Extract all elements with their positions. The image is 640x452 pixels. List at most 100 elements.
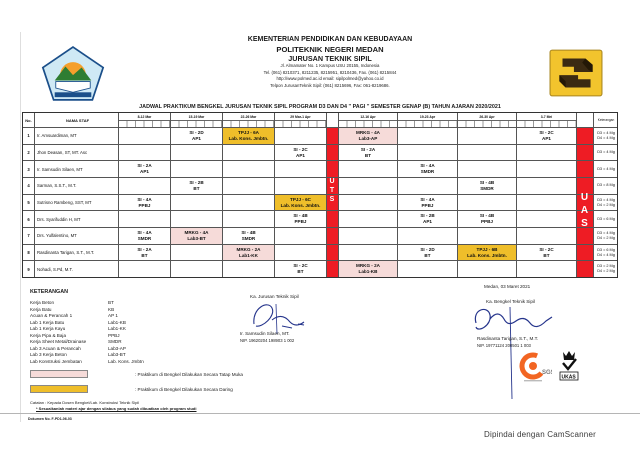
schedule-cell — [517, 261, 577, 278]
schedule-cell — [119, 178, 171, 194]
left-signer-nip: NIP. 19620204 198903 1 002 — [240, 338, 295, 343]
schedule-cell — [398, 178, 458, 194]
legend-code: Lab1-KK — [108, 326, 126, 332]
legend-list: Kerja Beton BT Kerja Batu KB Acuan & Peran… — [30, 300, 180, 365]
schedule-cell — [458, 161, 517, 178]
staff-name: Nohadi, S.Pd, M.T. — [35, 261, 119, 278]
schedule-cell — [458, 228, 517, 244]
staff-name: Sarman, S.S.T., M.T. — [35, 178, 119, 194]
legend-item: Lab Konstruksi Jembatan Lab. Kons. Jmbtn — [30, 359, 180, 366]
keterangan-cell: D3 = 6 Mg D4 = 4 Mg — [597, 247, 615, 257]
staff-name: Jhon Deasan, ST, MT. Asc — [35, 144, 119, 161]
schedule-cell — [223, 194, 275, 211]
header-week: 29 Mar-1 Apr — [275, 113, 327, 127]
schedule-cell-tatap-muka: MRKG - 4A Lab3-AP — [339, 128, 398, 144]
legend-label: Lab 3 Kerja Beton — [30, 352, 67, 358]
sgs-certification-logo: SGS — [519, 352, 552, 382]
schedule-cell — [339, 194, 398, 211]
polmed-logo-icon — [41, 46, 105, 101]
keterangan-cell: D3 = 4 Mg D4 = 4 Mg — [597, 131, 615, 140]
day-ticks — [223, 120, 274, 127]
schedule-cell — [119, 144, 171, 161]
row-number: 1 — [23, 128, 35, 144]
dept-phone-line: Telpon JurusanTeknik Sipil: (061) 821569… — [270, 82, 390, 88]
uts-column-cell — [327, 161, 339, 178]
tatap-muka-swatch — [30, 370, 88, 378]
schedule-cell — [398, 261, 458, 278]
header-week: 15-19 Mar — [171, 113, 223, 127]
institution-name: POLITEKNIK NEGERI MEDAN — [276, 44, 384, 54]
header-week: 26-30 Apr — [458, 113, 517, 127]
schedule-cell-tatap-muka: MRKG - 2A Lab1-KB — [339, 261, 398, 278]
schedule-cell — [339, 211, 398, 228]
legend-item: Lab 3 Kerja Beton Lab3-BT — [30, 352, 180, 359]
schedule-cell: SI - 4B SMDR — [458, 178, 517, 194]
row-number: 9 — [23, 261, 35, 278]
staff-name: Rasdinanta Tarigan, S.T., M.T. — [35, 244, 119, 261]
staff-name: Drs. Yulfalentino, MT — [35, 228, 119, 244]
uas-label: UAS — [579, 191, 590, 231]
table-row: 3 Ir. Samsudin Silaen, MT SI - 2A AP1 SI… — [23, 160, 617, 178]
table-row: 9 Nohadi, S.Pd, M.T. SI - 2C BT MRKG - 2… — [23, 260, 617, 278]
letterhead: KEMENTERIAN PENDIDIKAN DAN KEBUDAYAAN PO… — [110, 36, 550, 89]
schedule-cell: SI - 2A BT — [339, 144, 398, 161]
right-signature-ink — [474, 306, 553, 400]
table-header-row: No. NAMA STAF 8-12 Mar 15-19 Mar 22-26 M… — [23, 113, 617, 127]
schedule-cell: SI - 4A PPBJ — [119, 194, 171, 211]
schedule-cell — [517, 211, 577, 228]
keterangan-cell: D3 = 2 Mg D4 = 2 Mg — [597, 264, 615, 274]
right-signer-title: Ka. Bengkel Teknik Sipil — [486, 299, 535, 304]
schedule-cell — [275, 228, 327, 244]
schedule-cell: SI - 4B PPBJ — [275, 211, 327, 228]
legend-label: Acuan & Perancah 1 — [30, 313, 73, 319]
row-number: 3 — [23, 161, 35, 178]
legend-label: Lab 3 Acuan & Perancah — [30, 345, 81, 351]
schedule-cell — [398, 128, 458, 144]
schedule-cell — [171, 194, 223, 211]
schedule-cell-daring: TPJJ - 6A Lab. Kons. Jmbtn. — [223, 128, 275, 144]
uts-column-cell — [327, 261, 339, 278]
address-line: Jl. Almamater No. 1 Kampus USU 20155, In… — [280, 63, 380, 69]
header-week: 22-26 Mar — [223, 113, 275, 127]
uas-column-cell — [577, 194, 594, 211]
right-signer-name: Rasdinanta Tarigan, S.T., M.T. — [477, 336, 539, 341]
schedule-cell: SI - 2B BT — [171, 178, 223, 194]
legend-label: Kerja Beton — [30, 300, 55, 305]
legend-code: BT — [108, 300, 114, 305]
week-date-label: 8-12 Mar — [137, 114, 152, 119]
row-number: 7 — [23, 228, 35, 244]
schedule-cell: SI - 4B SMDR — [223, 228, 275, 244]
keterangan-cell: D3 = 4 Mg — [597, 150, 615, 155]
schedule-cell — [339, 161, 398, 178]
svg-text:UKAS: UKAS — [562, 375, 577, 381]
header-no: No. — [23, 113, 35, 127]
left-signer-title: Ka. Jurusan Teknik Sipil — [250, 294, 299, 299]
header-week: 12-16 Apr — [339, 113, 398, 127]
schedule-cell-tatap-muka: MRKG - 2A Lab1-KK — [223, 244, 275, 261]
legend-label: Lab Konstruksi Jembatan — [30, 358, 82, 364]
legend-code: AP 1 — [108, 313, 118, 319]
schedule-cell: SI - 4A SMDR — [119, 228, 171, 244]
legend-item: Kerja Batu KB — [30, 307, 180, 314]
row-number: 5 — [23, 194, 35, 211]
legend-item: Lab 1 Kerja Batu Lab1-KB — [30, 320, 180, 327]
schedule-cell — [458, 261, 517, 278]
header-week: 3-7 Mei — [517, 113, 577, 127]
schedule-cell: SI - 2B AP1 — [398, 211, 458, 228]
schedule-cell — [223, 211, 275, 228]
schedule-cell: SI - 2A BT — [119, 244, 171, 261]
schedule-cell — [275, 244, 327, 261]
schedule-cell — [517, 194, 577, 211]
uts-column-cell — [327, 211, 339, 228]
schedule-cell — [171, 244, 223, 261]
header-nama-staf: NAMA STAF — [35, 113, 119, 127]
legend-label: Kerja Batu — [30, 306, 52, 312]
keterangan-cell: D3 = 4 Mg — [597, 166, 615, 171]
uas-column-cell — [577, 261, 594, 278]
schedule-cell — [339, 228, 398, 244]
legend-label: Kerja Sheet Metal/Drainase — [30, 339, 87, 345]
legend-code: Lab3-AP — [108, 345, 126, 351]
staff-name: Ir. Samsudin Silaen, MT — [35, 161, 119, 178]
legend-item: Kerja Beton BT — [30, 300, 180, 307]
row-number: 2 — [23, 144, 35, 161]
